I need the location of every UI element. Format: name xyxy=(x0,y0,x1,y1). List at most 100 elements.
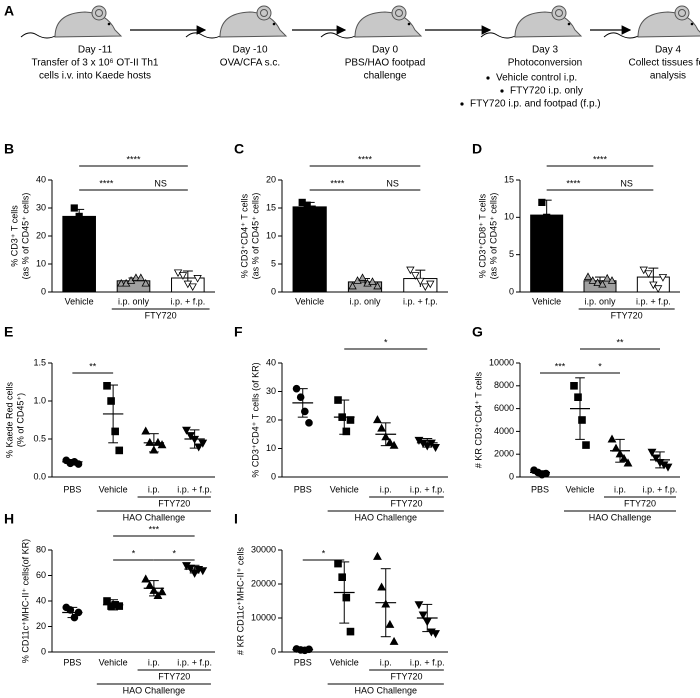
x-tick-label: Vehicle xyxy=(330,657,359,667)
point xyxy=(416,277,425,286)
point xyxy=(623,458,633,467)
point xyxy=(342,593,351,602)
mouse-ear-inner xyxy=(95,9,103,17)
point xyxy=(385,619,395,628)
point xyxy=(607,276,617,284)
step-day: Day 3 xyxy=(532,45,559,56)
x-tick-label: i.p. only xyxy=(584,296,616,306)
y-axis-label: # KR CD3⁺CD4⁺ T cells xyxy=(473,371,483,468)
point xyxy=(182,426,191,435)
significance-label: * xyxy=(322,548,326,558)
point xyxy=(145,580,155,589)
y-tick-label: 10 xyxy=(266,443,276,453)
y-tick-label: 2000 xyxy=(494,449,514,459)
point xyxy=(377,423,387,432)
point xyxy=(570,381,578,390)
point xyxy=(588,276,597,284)
group-label: FTY720 xyxy=(624,498,656,508)
point xyxy=(342,427,351,436)
y-tick-label: 10000 xyxy=(489,357,514,367)
mouse-body xyxy=(637,11,700,38)
y-tick-label: 20 xyxy=(266,174,276,184)
point xyxy=(583,272,593,281)
y-axis-label: (as % of CD45⁺ cells) xyxy=(488,193,498,280)
point xyxy=(373,415,382,424)
x-tick-label: i.p. xyxy=(380,484,392,494)
point xyxy=(70,204,78,212)
bullet-dot xyxy=(486,76,490,80)
x-tick-label: Vehicle xyxy=(295,296,324,306)
mouse-eye xyxy=(107,22,111,26)
group-label: FTY720 xyxy=(158,498,190,508)
point xyxy=(178,272,188,280)
point xyxy=(75,212,83,220)
point xyxy=(115,602,124,610)
panel-letter: H xyxy=(4,511,14,527)
point xyxy=(644,270,653,279)
panel-letter: A xyxy=(4,3,14,19)
y-axis-label: % Kaede Red cells xyxy=(4,381,14,458)
significance-label: **** xyxy=(99,178,114,188)
step-text: Transfer of 3 x 10⁶ OT-II Th1 xyxy=(32,58,159,69)
mouse-ear xyxy=(391,5,407,21)
y-axis-label: # KR CD11c⁺MHC-II⁺ cells xyxy=(235,547,245,655)
y-axis-label: (as % of CD45⁺ cells) xyxy=(20,193,30,280)
y-tick-label: 40 xyxy=(36,174,46,184)
mouse-ear xyxy=(256,5,272,21)
y-tick-label: 20 xyxy=(36,621,46,631)
panel-letter: G xyxy=(472,324,483,340)
y-tick-label: 0 xyxy=(509,286,514,296)
x-tick-label: i.p. + f.p. xyxy=(177,484,212,494)
point xyxy=(115,446,124,455)
y-tick-label: 20 xyxy=(36,230,46,240)
significance-label: * xyxy=(598,361,602,371)
mouse-body xyxy=(514,11,583,38)
point xyxy=(663,463,673,472)
point xyxy=(141,574,151,583)
x-tick-label: PBS xyxy=(294,484,312,494)
point xyxy=(80,218,88,226)
x-tick-label: i.p. + f.p. xyxy=(403,296,438,306)
point xyxy=(157,440,167,449)
point xyxy=(578,416,586,424)
mouse-tail xyxy=(480,32,518,39)
point xyxy=(141,426,151,435)
mouse-ear-inner xyxy=(678,9,686,17)
x-tick-label: PBS xyxy=(63,484,81,494)
y-tick-label: 80 xyxy=(36,544,46,554)
step-text: Photoconversion xyxy=(508,58,583,69)
x-tick-label: Vehicle xyxy=(565,484,594,494)
significance-label: NS xyxy=(620,178,633,188)
y-tick-label: 10 xyxy=(36,258,46,268)
significance-label: * xyxy=(132,548,136,558)
bullet-dot xyxy=(460,102,464,106)
mouse-ear-inner xyxy=(555,9,563,17)
mouse-body xyxy=(354,11,423,38)
point xyxy=(348,281,357,290)
mouse-tail xyxy=(603,32,641,39)
mouse-tail xyxy=(20,32,58,39)
significance-label: * xyxy=(384,337,388,347)
y-tick-label: 1.5 xyxy=(33,357,46,367)
point xyxy=(647,448,657,457)
y-tick-label: 0 xyxy=(271,646,276,656)
y-tick-label: 10 xyxy=(266,230,276,240)
step-day: Day -11 xyxy=(78,45,113,56)
x-tick-label: PBS xyxy=(531,484,549,494)
point xyxy=(543,213,551,221)
step-day: Day 0 xyxy=(372,45,399,56)
x-tick-label: i.p. only xyxy=(118,296,150,306)
point xyxy=(421,283,430,292)
point xyxy=(598,279,607,288)
group-label: FTY720 xyxy=(145,310,177,320)
point xyxy=(547,224,556,233)
point xyxy=(431,630,440,639)
point xyxy=(303,201,311,209)
point xyxy=(136,273,146,281)
x-tick-label: i.p. + f.p. xyxy=(410,484,445,494)
point xyxy=(426,280,435,289)
panel-letter: F xyxy=(234,324,243,340)
group-label: HAO Challenge xyxy=(589,512,652,522)
point xyxy=(145,437,155,446)
